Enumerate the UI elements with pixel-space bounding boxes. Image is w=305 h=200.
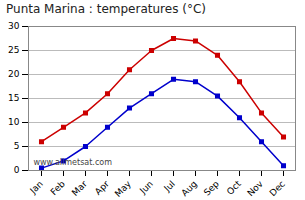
svg-text:Jul: Jul: [161, 179, 176, 194]
svg-text:www.allmetsat.com: www.allmetsat.com: [34, 158, 113, 167]
svg-text:Apr: Apr: [93, 179, 111, 197]
svg-text:Dec: Dec: [268, 179, 287, 198]
svg-text:10: 10: [8, 117, 20, 127]
html-text:Punta Marina : temperatures (°: Punta Marina : temperatures (°C): [6, 2, 206, 16]
svg-text:0: 0: [14, 165, 20, 175]
svg-text:Jun: Jun: [137, 179, 155, 197]
svg-text:Nov: Nov: [245, 178, 265, 198]
svg-text:5: 5: [14, 141, 20, 151]
svg-text:Aug: Aug: [179, 179, 199, 199]
svg-text:Sep: Sep: [202, 179, 221, 198]
svg-text:15: 15: [8, 93, 19, 103]
svg-text:Jan: Jan: [27, 179, 45, 197]
svg-text:May: May: [113, 178, 134, 199]
svg-text:25: 25: [8, 45, 19, 55]
svg-text:20: 20: [8, 69, 20, 79]
svg-text:30: 30: [8, 21, 20, 31]
svg-text:Mar: Mar: [70, 178, 89, 197]
svg-text:Oct: Oct: [225, 178, 243, 196]
svg-text:Feb: Feb: [49, 179, 68, 198]
